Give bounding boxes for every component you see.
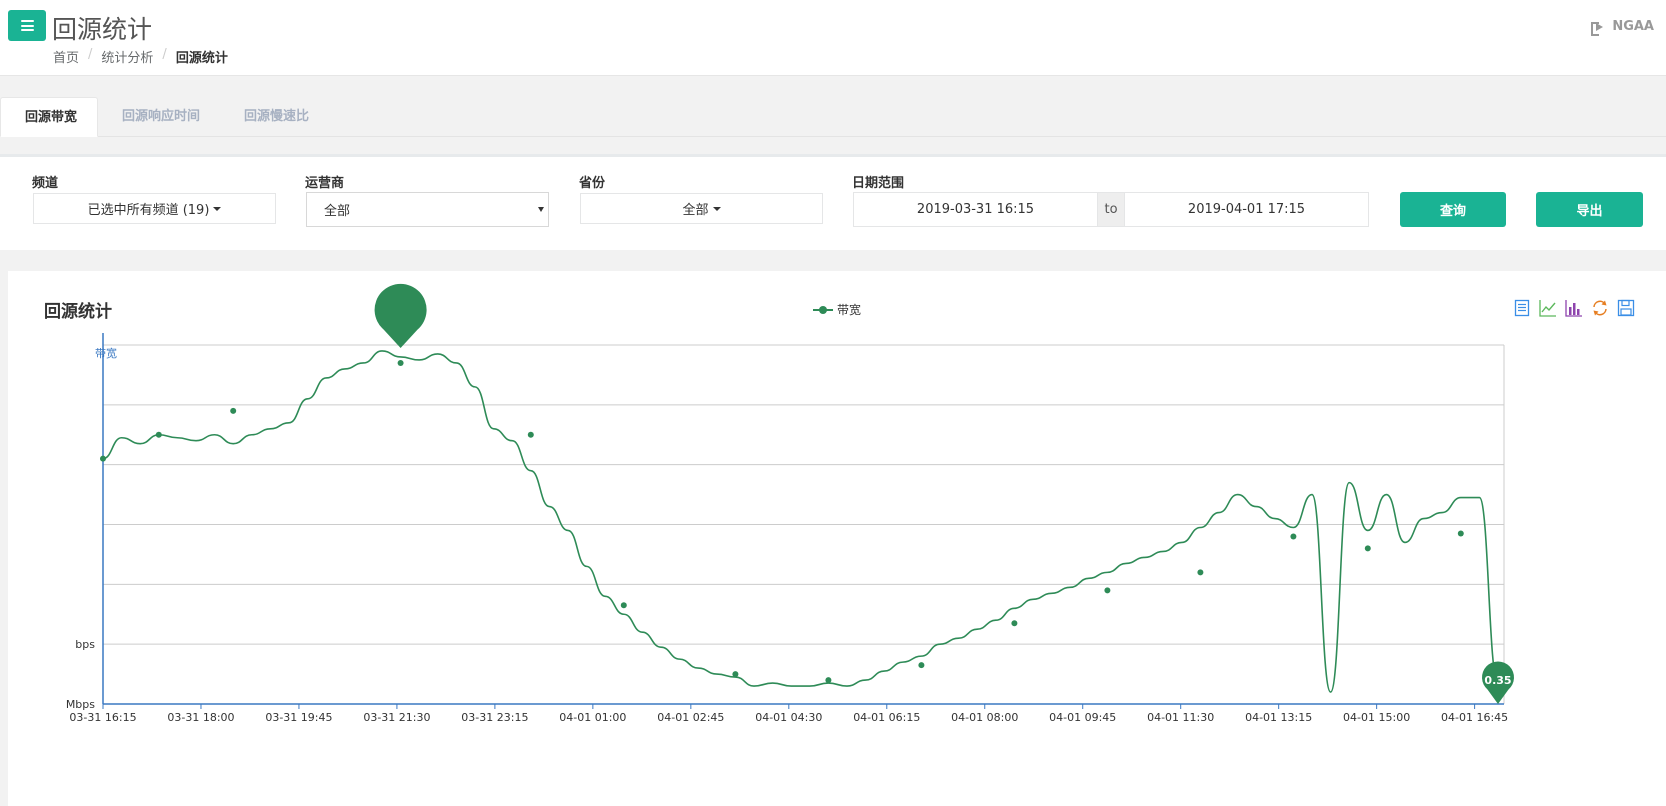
channel-multiselect[interactable]: 已选中所有频道 (19) <box>33 193 276 224</box>
isp-select[interactable]: 全部 <box>306 192 549 227</box>
series-point <box>1364 545 1371 552</box>
x-tick-label: 04-01 11:30 <box>1147 711 1214 724</box>
breadcrumb-separator: / <box>88 47 93 62</box>
tab-slow-ratio[interactable]: 回源慢速比 <box>244 109 310 124</box>
chart-title: 回源统计 <box>44 302 112 322</box>
series-point <box>397 359 404 366</box>
mark-point-pin <box>1482 661 1514 704</box>
province-label: 省份 <box>579 176 606 191</box>
channel-value: 已选中所有频道 (19) <box>87 203 210 218</box>
bandwidth-series-line <box>102 350 1499 693</box>
chart-toolbox <box>1513 299 1635 317</box>
tab-bar: 回源带宽 回源响应时间 回源慢速比 <box>0 97 1666 137</box>
save-image-icon[interactable] <box>1617 299 1635 317</box>
y-tick-label: Mbps <box>66 698 95 711</box>
x-tick-label: 03-31 18:00 <box>167 711 234 724</box>
series-point <box>155 431 162 438</box>
x-tick-label: 04-01 15:00 <box>1343 711 1410 724</box>
y-tick-label: bps <box>75 638 95 651</box>
isp-value: 全部 <box>324 204 351 219</box>
mark-point-label: 0.35 <box>1484 674 1511 687</box>
legend-line-icon <box>813 305 833 315</box>
data-view-icon[interactable] <box>1513 299 1531 317</box>
x-tick-label: 04-01 09:45 <box>1049 711 1116 724</box>
breadcrumb-separator: / <box>162 47 167 62</box>
hamburger-icon <box>20 20 34 31</box>
breadcrumb-stats[interactable]: 统计分析 <box>101 51 154 66</box>
series-point <box>620 602 627 609</box>
start-date-input[interactable]: 2019-03-31 16:15 <box>916 202 1035 217</box>
series-point <box>1104 587 1111 594</box>
channel-label: 频道 <box>32 176 59 191</box>
query-button[interactable]: 查询 <box>1400 192 1506 227</box>
caret-down-icon <box>712 206 721 211</box>
date-range-label: 日期范围 <box>852 176 905 191</box>
filter-panel: 频道 已选中所有频道 (19) 运营商 全部 省份 全部 日期范围 2019-0… <box>0 154 1666 250</box>
series-point <box>527 431 534 438</box>
restore-icon[interactable] <box>1591 299 1609 317</box>
series-point <box>1197 569 1204 576</box>
tab-response-time[interactable]: 回源响应时间 <box>122 109 201 124</box>
breadcrumb: 首页 / 统计分析 / 回源统计 <box>53 47 228 66</box>
tab-bandwidth[interactable]: 回源带宽 <box>0 97 99 137</box>
x-tick-label: 04-01 04:30 <box>755 711 822 724</box>
date-range-picker: 2019-03-31 16:15 to 2019-04-01 17:15 <box>853 192 1369 227</box>
x-tick-label: 03-31 19:45 <box>265 711 332 724</box>
x-tick-label: 04-01 06:15 <box>853 711 920 724</box>
line-chart-icon[interactable] <box>1539 299 1557 317</box>
series-point <box>1011 620 1018 627</box>
x-tick-label: 04-01 01:00 <box>559 711 626 724</box>
mark-point-pin <box>374 283 427 348</box>
end-date-input[interactable]: 2019-04-01 17:15 <box>1187 202 1306 217</box>
select-arrow-icon <box>538 207 544 212</box>
legend-label: 带宽 <box>837 303 862 317</box>
series-point <box>918 662 925 669</box>
x-tick-label: 04-01 08:00 <box>951 711 1018 724</box>
chart-legend[interactable]: 带宽 <box>813 301 861 318</box>
x-tick-label: 04-01 13:15 <box>1245 711 1312 724</box>
x-tick-label: 03-31 21:30 <box>363 711 430 724</box>
menu-toggle-button[interactable] <box>8 10 46 41</box>
x-tick-label: 04-01 16:45 <box>1441 711 1508 724</box>
bar-chart-icon[interactable] <box>1565 299 1583 317</box>
series-point <box>230 407 237 414</box>
breadcrumb-current: 回源统计 <box>175 51 228 66</box>
sign-out-icon <box>1591 21 1604 36</box>
page-title: 回源统计 <box>52 15 153 44</box>
isp-label: 运营商 <box>305 176 345 191</box>
province-multiselect[interactable]: 全部 <box>580 193 823 224</box>
series-point <box>1290 533 1297 540</box>
caret-down-icon <box>213 206 222 211</box>
logout-link[interactable]: NGAA <box>1591 19 1654 36</box>
chart-panel: 回源统计 带宽 带宽 bps Mbps 03-31 16:15 03-31 18:00… <box>8 271 1666 806</box>
top-header: 回源统计 首页 / 统计分析 / 回源统计 NGAA <box>0 0 1666 76</box>
export-button[interactable]: 导出 <box>1536 192 1643 227</box>
date-separator: to <box>1097 193 1125 226</box>
series-point <box>1457 530 1464 537</box>
x-tick-label: 03-31 16:15 <box>69 711 136 724</box>
x-tick-label: 03-31 23:15 <box>461 711 528 724</box>
province-value: 全部 <box>682 203 709 218</box>
series-point <box>100 455 106 462</box>
user-name: NGAA <box>1612 19 1654 34</box>
series-point <box>825 677 832 684</box>
breadcrumb-home[interactable]: 首页 <box>53 51 80 66</box>
y-axis-name: 带宽 <box>95 347 117 360</box>
x-tick-label: 04-01 02:45 <box>657 711 724 724</box>
series-point <box>732 671 739 678</box>
